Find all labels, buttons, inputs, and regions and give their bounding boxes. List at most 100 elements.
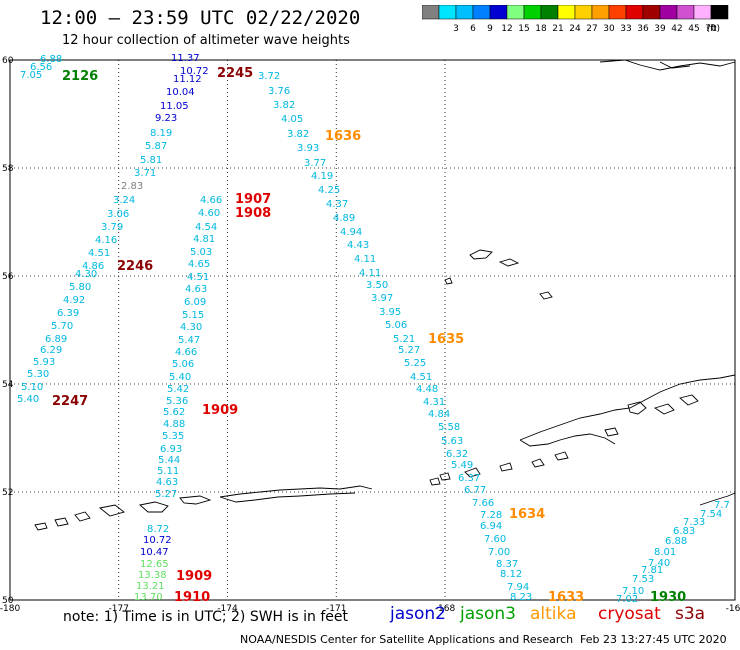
wave-height-value: 13.21 <box>136 581 165 592</box>
wave-height-value: 9.23 <box>155 113 177 124</box>
wave-height-value: 5.63 <box>441 436 463 447</box>
wave-height-value: 3.72 <box>258 71 280 82</box>
wave-height-value: 4.11 <box>354 254 376 265</box>
wave-height-value: 5.10 <box>21 382 43 393</box>
wave-height-value: 7.28 <box>480 510 502 521</box>
colorbar-tick-label: 24 <box>569 24 581 33</box>
wave-height-value: 10.72 <box>143 535 172 546</box>
wave-height-value: 3.77 <box>304 158 326 169</box>
pass-time-label: 2245 <box>217 66 253 81</box>
coastline-segment <box>519 433 616 447</box>
wave-height-value: 4.94 <box>340 227 362 238</box>
wave-height-value: 5.36 <box>166 396 188 407</box>
wave-height-value: 7.94 <box>507 582 529 593</box>
wave-height-value: 10.47 <box>140 547 169 558</box>
lat-tick-label: 52 <box>2 488 13 498</box>
coastline-segment <box>679 394 699 406</box>
coastline-segment <box>499 462 513 472</box>
map-frame <box>9 59 736 601</box>
legend-jason3: jason3 <box>460 604 516 624</box>
wave-height-value: 3.95 <box>379 307 401 318</box>
wave-height-value: 4.88 <box>163 419 185 430</box>
lon-tick-label: -177 <box>109 604 129 614</box>
colorbar-tick-label: 39 <box>654 24 666 33</box>
colorbar-tick-label: 9 <box>487 24 493 33</box>
wave-height-value: 8.72 <box>147 524 169 535</box>
wave-height-value: 11.37 <box>171 53 200 64</box>
colorbar-tick-label: 45 <box>688 24 699 33</box>
wave-height-value: 6.93 <box>160 444 182 455</box>
legend-cryosat: cryosat <box>598 604 661 624</box>
wave-height-value: 5.93 <box>33 357 55 368</box>
wave-height-value: 4.66 <box>175 347 197 358</box>
wave-height-value: 5.44 <box>158 455 180 466</box>
coastline-segment <box>219 485 373 498</box>
lon-tick-label: -171 <box>326 604 346 614</box>
coastline-segment <box>653 403 675 415</box>
wave-height-value: 11.12 <box>173 74 202 85</box>
wave-height-value: 7.54 <box>700 509 722 520</box>
coastlines <box>34 59 736 531</box>
wave-height-value: 6.37 <box>458 473 480 484</box>
coastline-segment <box>219 492 356 503</box>
wave-height-value: 4.51 <box>187 272 209 283</box>
wave-height-value: 3.06 <box>107 209 129 220</box>
wave-height-value: 3.50 <box>366 280 388 291</box>
wave-height-value: 3.79 <box>101 222 123 233</box>
wave-height-value: 5.49 <box>451 460 473 471</box>
wave-height-value: 5.42 <box>167 384 189 395</box>
wave-height-value: 4.11 <box>359 268 381 279</box>
wave-height-value: 5.06 <box>385 320 407 331</box>
wave-height-value: 4.05 <box>281 114 303 125</box>
wave-height-value: 4.37 <box>326 199 348 210</box>
wave-height-value: 7.05 <box>20 70 42 81</box>
pass-time-label: 1909 <box>202 403 238 418</box>
wave-height-value: 8.37 <box>496 559 518 570</box>
wave-height-value: 5.47 <box>178 335 200 346</box>
coastline-segment <box>469 249 493 260</box>
wave-height-value: 13.70 <box>134 592 163 603</box>
lon-tick-label: -174 <box>217 604 238 614</box>
pass-time-label: 1636 <box>325 129 361 144</box>
colorbar-tick-label: 27 <box>586 24 597 33</box>
wave-height-value: 4.89 <box>333 213 355 224</box>
wave-height-value: 7.10 <box>622 586 644 597</box>
wave-height-value: 4.60 <box>198 208 220 219</box>
coastline-segment <box>519 374 736 441</box>
wave-height-value: 6.09 <box>184 297 206 308</box>
legend-altika: altika <box>530 604 577 624</box>
wave-height-value: 5.15 <box>182 310 204 321</box>
wave-height-value: 7.02 <box>616 594 638 605</box>
coastline-segment <box>74 511 91 522</box>
wave-height-value: 7.53 <box>632 574 654 585</box>
wave-height-value: 5.06 <box>172 359 194 370</box>
coastline-segment <box>627 401 647 415</box>
colorbar-tick-label: 36 <box>637 24 649 33</box>
colorbar-tick-label: 6 <box>470 24 476 33</box>
wave-height-value: 6.88 <box>665 536 687 547</box>
colorbar-unit-label: (ft) <box>706 24 720 33</box>
wave-height-value: 5.27 <box>398 345 420 356</box>
wave-height-value: 4.19 <box>311 171 333 182</box>
wave-height-value: 13.38 <box>138 570 167 581</box>
lat-tick-label: 58 <box>2 164 14 174</box>
wave-height-value: 5.81 <box>140 155 162 166</box>
pass-time-label: 2247 <box>52 394 88 409</box>
wave-height-value: 5.58 <box>438 422 460 433</box>
wave-height-value: 4.48 <box>416 384 438 395</box>
coastline-segment <box>464 467 481 478</box>
wave-height-value: 7.7 <box>714 500 730 511</box>
lat-tick-label: 50 <box>2 596 14 606</box>
map-subtitle: 12 hour collection of altimeter wave hei… <box>62 33 350 48</box>
colorbar-tick-label: 18 <box>535 24 547 33</box>
coastline-segment <box>179 495 212 505</box>
lat-tick-label: 56 <box>2 272 14 282</box>
wave-height-value: 4.63 <box>156 477 178 488</box>
wave-height-value: 2.83 <box>121 181 143 192</box>
wave-height-value: 5.21 <box>393 334 415 345</box>
wave-height-value: 10.04 <box>166 87 195 98</box>
wave-height-value: 4.30 <box>180 322 202 333</box>
coastline-segment <box>599 59 736 71</box>
pass-time-label: 1909 <box>176 569 212 584</box>
